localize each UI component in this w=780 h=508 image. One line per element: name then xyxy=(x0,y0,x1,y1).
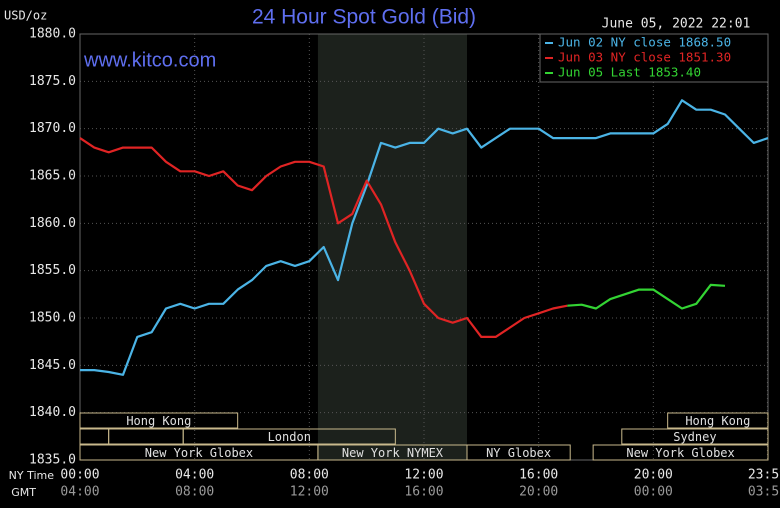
shaded-band xyxy=(317,34,467,460)
x2-tick-label: 12:00 xyxy=(290,485,329,500)
x-tick-label: 23:59 xyxy=(748,468,780,483)
series-line xyxy=(567,283,726,310)
session-label: Sydney xyxy=(673,430,716,444)
session-box xyxy=(592,444,769,461)
session-label: Hong Kong xyxy=(126,414,191,428)
chart-date: June 05, 2022 22:01 xyxy=(602,17,751,32)
legend-box xyxy=(539,33,769,83)
x2-tick-label: 04:00 xyxy=(60,485,99,500)
x2-tick-label: 08:00 xyxy=(175,485,214,500)
x-tick-label: 12:00 xyxy=(404,468,443,483)
x-label: NY Time xyxy=(9,469,55,482)
y-tick-label: 1865.0 xyxy=(29,169,76,184)
session-box xyxy=(466,444,571,461)
x2-tick-label: 00:00 xyxy=(634,485,673,500)
y-tick-label: 1840.0 xyxy=(29,405,76,420)
x2-tick-label: 03:59 xyxy=(748,485,780,500)
session-box xyxy=(667,412,769,429)
session-label: New York NYMEX xyxy=(342,446,444,460)
chart-title: 24 Hour Spot Gold (Bid) xyxy=(252,6,476,29)
series-line xyxy=(80,99,769,376)
y-tick-label: 1875.0 xyxy=(29,74,76,89)
session-box xyxy=(79,412,239,429)
y-tick-label: 1855.0 xyxy=(29,263,76,278)
session-box xyxy=(182,428,396,445)
session-label: NY Globex xyxy=(486,446,551,460)
x-tick-label: 00:00 xyxy=(60,468,99,483)
y-tick-label: 1880.0 xyxy=(29,27,76,42)
x2-label: GMT xyxy=(11,486,36,499)
legend-label: Jun 02 NY close 1868.50 xyxy=(558,35,731,50)
watermark: www.kitco.com xyxy=(83,49,216,71)
x-tick-label: 16:00 xyxy=(519,468,558,483)
y-tick-label: 1850.0 xyxy=(29,311,76,326)
series-line xyxy=(79,137,568,338)
x-tick-label: 04:00 xyxy=(175,468,214,483)
legend-label: Jun 03 NY close 1851.30 xyxy=(558,50,731,65)
session-label: Hong Kong xyxy=(685,414,750,428)
y-unit: USD/oz xyxy=(4,9,47,23)
x-tick-label: 20:00 xyxy=(634,468,673,483)
session-label: New York Globex xyxy=(626,446,734,460)
x2-tick-label: 16:00 xyxy=(404,485,443,500)
y-tick-label: 1870.0 xyxy=(29,121,76,136)
session-label: New York Globex xyxy=(145,446,253,460)
session-label: London xyxy=(268,430,311,444)
x-tick-label: 08:00 xyxy=(290,468,329,483)
session-box xyxy=(621,428,769,445)
y-tick-label: 1845.0 xyxy=(29,358,76,373)
x2-tick-label: 20:00 xyxy=(519,485,558,500)
y-tick-label: 1835.0 xyxy=(29,453,76,468)
y-tick-label: 1860.0 xyxy=(29,216,76,231)
legend-label: Jun 05 Last 1853.40 xyxy=(558,65,701,80)
